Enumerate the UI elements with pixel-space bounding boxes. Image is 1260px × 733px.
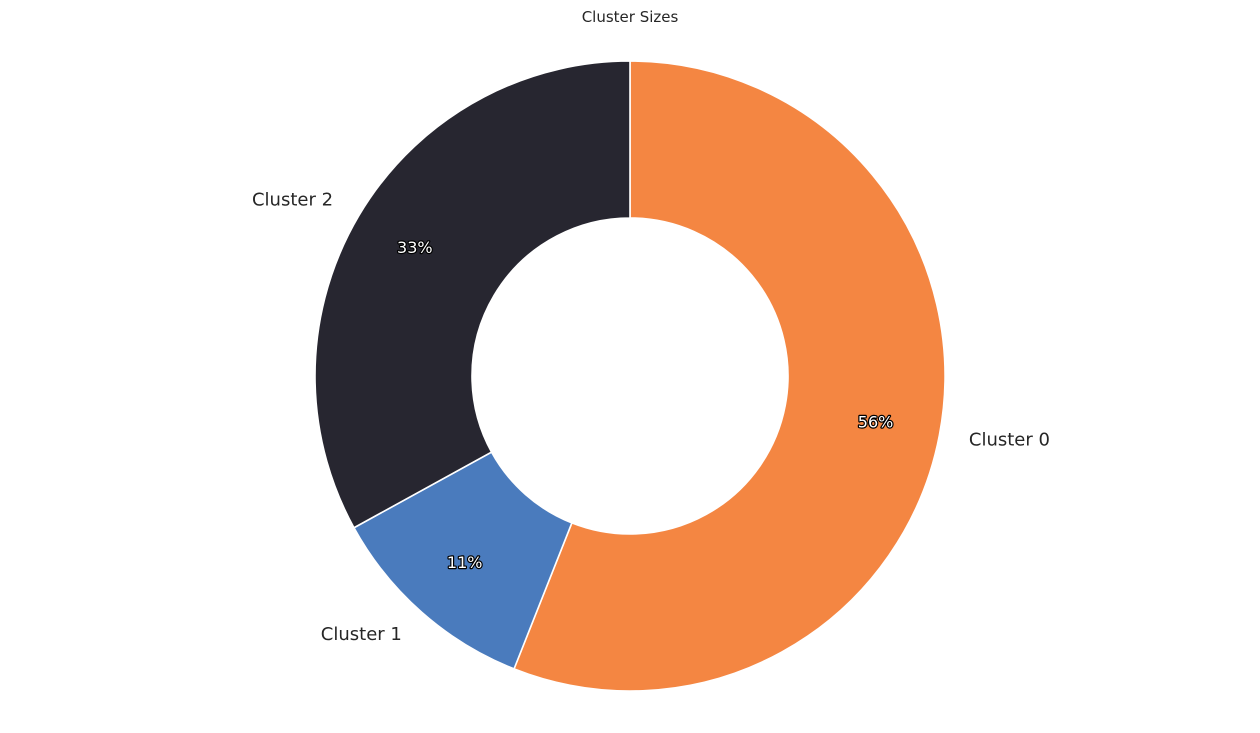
donut-slices — [314, 60, 946, 692]
category-label-cluster-1: Cluster 1 — [321, 624, 402, 645]
slice-cluster-2 — [314, 60, 631, 529]
category-labels: Cluster 0 Cluster 1 Cluster 2 — [252, 189, 1050, 644]
percent-label-cluster-1: 11% — [447, 553, 483, 572]
category-label-cluster-0: Cluster 0 — [969, 430, 1050, 451]
percent-label-cluster-0: 56% — [858, 412, 894, 431]
percent-label-cluster-2: 33% — [397, 238, 433, 257]
slice-cluster-0 — [513, 60, 946, 692]
category-label-cluster-2: Cluster 2 — [252, 189, 333, 210]
chart-title: Cluster Sizes — [582, 8, 679, 26]
percent-labels: 56% 11% 33% — [396, 237, 895, 573]
